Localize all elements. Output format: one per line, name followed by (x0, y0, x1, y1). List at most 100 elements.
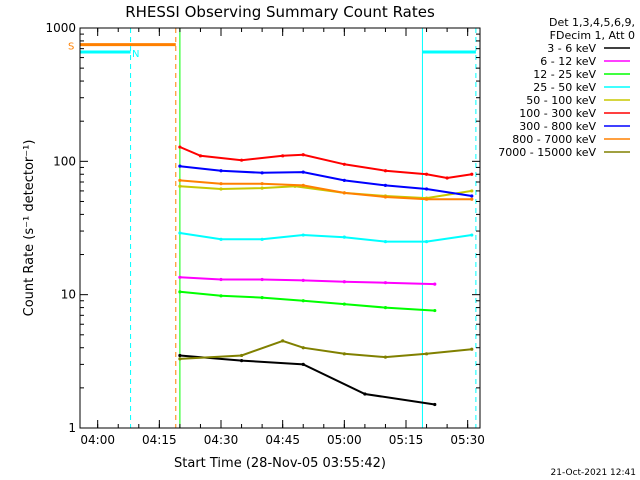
series-8-point (470, 197, 474, 201)
legend-label-5: 50 - 100 keV (526, 94, 596, 107)
series-line-4 (179, 232, 472, 243)
series-4-point (301, 233, 305, 237)
series-line-9 (179, 339, 472, 360)
legend-label-1: 3 - 6 keV (547, 42, 596, 55)
series-4-point (260, 237, 264, 241)
legend-label-9: 7000 - 15000 keV (498, 146, 596, 159)
series-5-point (178, 184, 182, 188)
legend-header-line-2: FDecim 1, Att 0 (550, 29, 635, 42)
series-7-point (383, 183, 388, 187)
series-6-point (281, 154, 285, 158)
series-6-point (470, 172, 474, 176)
series-4-point (342, 235, 346, 239)
series-2-point (178, 275, 182, 279)
series-6-point (239, 158, 244, 162)
series-line-5 (179, 185, 472, 200)
legend-label-7: 300 - 800 keV (519, 120, 596, 133)
y-axis-label: Count Rate (s⁻¹ detector⁻¹) (22, 140, 37, 317)
series-1-point (178, 353, 182, 358)
series-3-point (260, 296, 264, 300)
x-tick-label: 04:45 (265, 433, 300, 447)
series-7-point (301, 170, 305, 174)
series-2-point (433, 282, 437, 286)
series-7-point (424, 187, 429, 191)
series-line-7 (179, 165, 472, 197)
generation-timestamp: 21-Oct-2021 12:41 (551, 468, 636, 478)
x-tick-label: 05:15 (389, 433, 424, 447)
series-6-point (301, 153, 305, 157)
series-3-point (383, 305, 388, 310)
series-6-point (424, 172, 429, 176)
legend-label-2: 6 - 12 keV (540, 55, 596, 68)
series-1-point (239, 359, 244, 363)
series-1-point (433, 402, 437, 407)
x-tick-label: 05:30 (450, 433, 485, 447)
series-2-point (260, 277, 264, 282)
series-4-point (383, 240, 388, 244)
chart-title: RHESSI Observing Summary Count Rates (125, 3, 435, 21)
x-tick-label: 05:00 (327, 433, 362, 447)
x-tick-label: 04:00 (80, 433, 115, 447)
x-tick-label: 04:30 (204, 433, 239, 447)
series-4-point (424, 240, 429, 244)
series-9-point (301, 346, 305, 350)
legend-header-line-1: Det 1,3,4,5,6,9, (549, 16, 635, 29)
series-7-point (219, 169, 223, 173)
series-7-point (178, 164, 182, 168)
series-8-point (260, 182, 264, 186)
series-9-point (470, 347, 474, 351)
series-5-point (219, 187, 223, 191)
series-9-point (342, 352, 346, 356)
series-7-point (342, 178, 346, 182)
flag-label-s: S (68, 42, 74, 53)
series-line-6 (179, 146, 472, 180)
series-4-point (470, 233, 474, 237)
series-3-point (219, 294, 223, 298)
series-4-point (178, 231, 182, 235)
flag-label-n: N (132, 49, 139, 60)
series-9-point (178, 357, 182, 361)
series-2-point (219, 277, 223, 282)
axes: 1 10 100 1000 04:00 04:15 04:30 04:45 05:00 05:15… (45, 21, 485, 447)
legend-label-4: 25 - 50 keV (533, 81, 596, 94)
series-1-point (301, 362, 305, 366)
y-tick-label: 1 (68, 421, 76, 435)
series-9-point (424, 352, 429, 356)
series-8-point (424, 197, 429, 201)
series-6-point (198, 154, 203, 158)
series-6-point (342, 162, 346, 166)
legend-label-6: 100 - 300 keV (519, 107, 596, 120)
series-9-point (281, 339, 285, 343)
series-2-point (301, 278, 305, 282)
x-axis-label: Start Time (28-Nov-05 03:55:42) (174, 456, 386, 471)
series-6-point (445, 176, 449, 180)
y-tick-label: 10 (61, 288, 76, 302)
series-1-point (363, 392, 367, 396)
x-tick-label: 04:15 (142, 433, 177, 447)
series-3-point (178, 290, 182, 294)
series-3-point (433, 308, 437, 313)
legend-label-3: 12 - 25 keV (533, 68, 596, 81)
y-tick-label: 1000 (45, 21, 76, 35)
series-9-point (239, 353, 244, 358)
series-7-point (470, 194, 474, 198)
legend-label-8: 800 - 7000 keV (512, 133, 596, 146)
plot-frame (79, 27, 481, 429)
plot-area: SN (68, 28, 477, 428)
series-6-point (178, 145, 182, 149)
series-8-point (219, 182, 223, 186)
series-8-point (178, 178, 182, 182)
series-8-point (301, 183, 305, 187)
series-8-point (383, 195, 388, 199)
series-7-point (260, 171, 264, 175)
series-3-point (342, 302, 346, 306)
series-5-point (470, 189, 474, 193)
series-8-point (342, 191, 346, 195)
series-3-point (301, 299, 305, 303)
series-4-point (219, 237, 223, 241)
series-2-point (342, 280, 346, 284)
series-9-point (383, 355, 388, 359)
